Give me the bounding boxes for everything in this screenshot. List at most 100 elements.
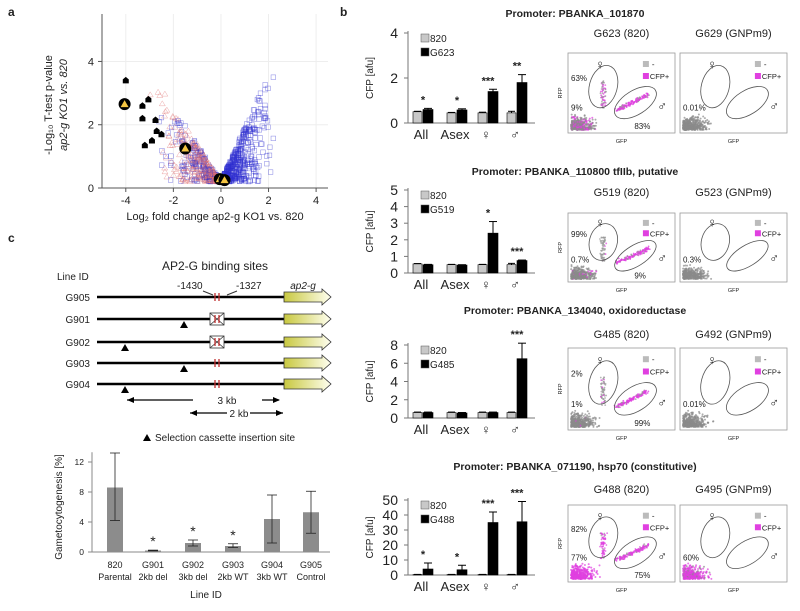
event-dot <box>571 417 574 420</box>
event-dot <box>635 395 637 398</box>
event-dot <box>583 117 586 120</box>
event-dot <box>638 394 641 397</box>
event-dot <box>601 545 604 548</box>
square-point <box>245 140 251 146</box>
legend-positive-label: CFP+ <box>762 72 782 81</box>
event-dot <box>635 548 638 551</box>
event-dot <box>641 95 643 98</box>
highlighted-point <box>141 141 148 149</box>
event-dot <box>576 576 579 579</box>
flow-cytometry-plot: G492 (GNPm9)♀♂0.01%-CFP+GFP <box>679 329 788 442</box>
event-dot <box>570 113 573 116</box>
event-dot <box>588 117 591 120</box>
event-dot <box>682 121 685 124</box>
square-point <box>169 124 175 131</box>
event-dot <box>647 543 650 545</box>
triangle-point <box>165 132 173 139</box>
event-dot <box>643 95 646 98</box>
event-dot <box>706 119 709 122</box>
event-dot <box>639 96 642 99</box>
event-dot <box>687 416 690 419</box>
event-dot <box>600 103 602 106</box>
event-dot <box>620 259 623 261</box>
bar-G488 <box>516 521 528 576</box>
event-dot <box>682 128 685 131</box>
y-tick-label: 2 <box>88 120 94 132</box>
event-dot <box>581 420 584 423</box>
triangle-point <box>194 147 202 153</box>
square-point <box>239 138 245 144</box>
triangle-point <box>188 135 195 142</box>
square-point <box>252 135 258 141</box>
triangle-point <box>190 171 198 178</box>
flow-plot-title: G629 (GNPm9) <box>695 28 771 40</box>
legend-negative-label: - <box>652 355 655 364</box>
event-dot <box>639 547 642 550</box>
square-point <box>251 107 257 113</box>
event-dot <box>584 118 587 121</box>
event-dot <box>570 424 573 427</box>
square-point <box>168 153 174 159</box>
triangle-point <box>199 158 207 165</box>
event-dot <box>693 128 696 131</box>
square-point <box>253 169 259 175</box>
event-dot <box>688 118 691 121</box>
event-dot <box>579 125 582 128</box>
square-point <box>159 162 165 168</box>
legend-negative-swatch <box>642 219 649 226</box>
event-dot <box>588 415 591 418</box>
event-dot <box>585 127 588 130</box>
square-point <box>251 166 257 172</box>
event-dot <box>694 268 697 271</box>
event-dot <box>682 267 685 270</box>
square-point <box>239 153 245 159</box>
event-dot <box>643 543 646 546</box>
square-point <box>251 125 257 131</box>
event-dot <box>583 576 586 579</box>
panel-label-b: b <box>340 5 347 19</box>
triangle-point <box>195 174 203 181</box>
square-point <box>261 125 267 131</box>
square-point <box>254 96 260 103</box>
female-gate <box>700 65 731 109</box>
triangle-point <box>196 159 204 165</box>
event-dot <box>626 255 629 258</box>
event-dot <box>570 116 573 119</box>
triangle-point <box>194 168 202 175</box>
event-dot <box>582 573 585 576</box>
event-dot <box>704 277 707 280</box>
event-dot <box>575 119 578 122</box>
bar-820 <box>446 412 457 419</box>
event-dot <box>628 397 631 400</box>
square-point <box>259 141 265 147</box>
event-dot <box>590 274 593 277</box>
event-dot <box>577 412 580 415</box>
event-dot <box>595 571 598 574</box>
event-dot <box>698 410 701 413</box>
legend-label: 820 <box>430 34 447 45</box>
event-dot <box>691 118 694 121</box>
event-dot <box>573 415 576 418</box>
event-dot <box>647 245 650 248</box>
legend-swatch <box>420 47 430 57</box>
event-dot <box>615 559 618 562</box>
event-dot <box>601 389 604 392</box>
event-dot <box>600 94 602 97</box>
triangle-point <box>173 168 180 174</box>
square-point <box>232 173 238 179</box>
triangle-point <box>163 173 171 180</box>
event-dot <box>703 418 706 421</box>
event-dot <box>706 421 709 424</box>
event-dot <box>697 127 700 130</box>
event-dot <box>685 123 688 126</box>
triangle-point <box>186 150 193 157</box>
category-label: ♀ <box>481 277 491 292</box>
event-dot <box>633 254 636 256</box>
event-dot <box>590 566 593 569</box>
event-dot <box>634 398 637 400</box>
panel-label-c: c <box>8 231 15 245</box>
bar-820 <box>412 412 423 419</box>
event-dot <box>600 256 603 259</box>
event-dot <box>573 117 576 120</box>
